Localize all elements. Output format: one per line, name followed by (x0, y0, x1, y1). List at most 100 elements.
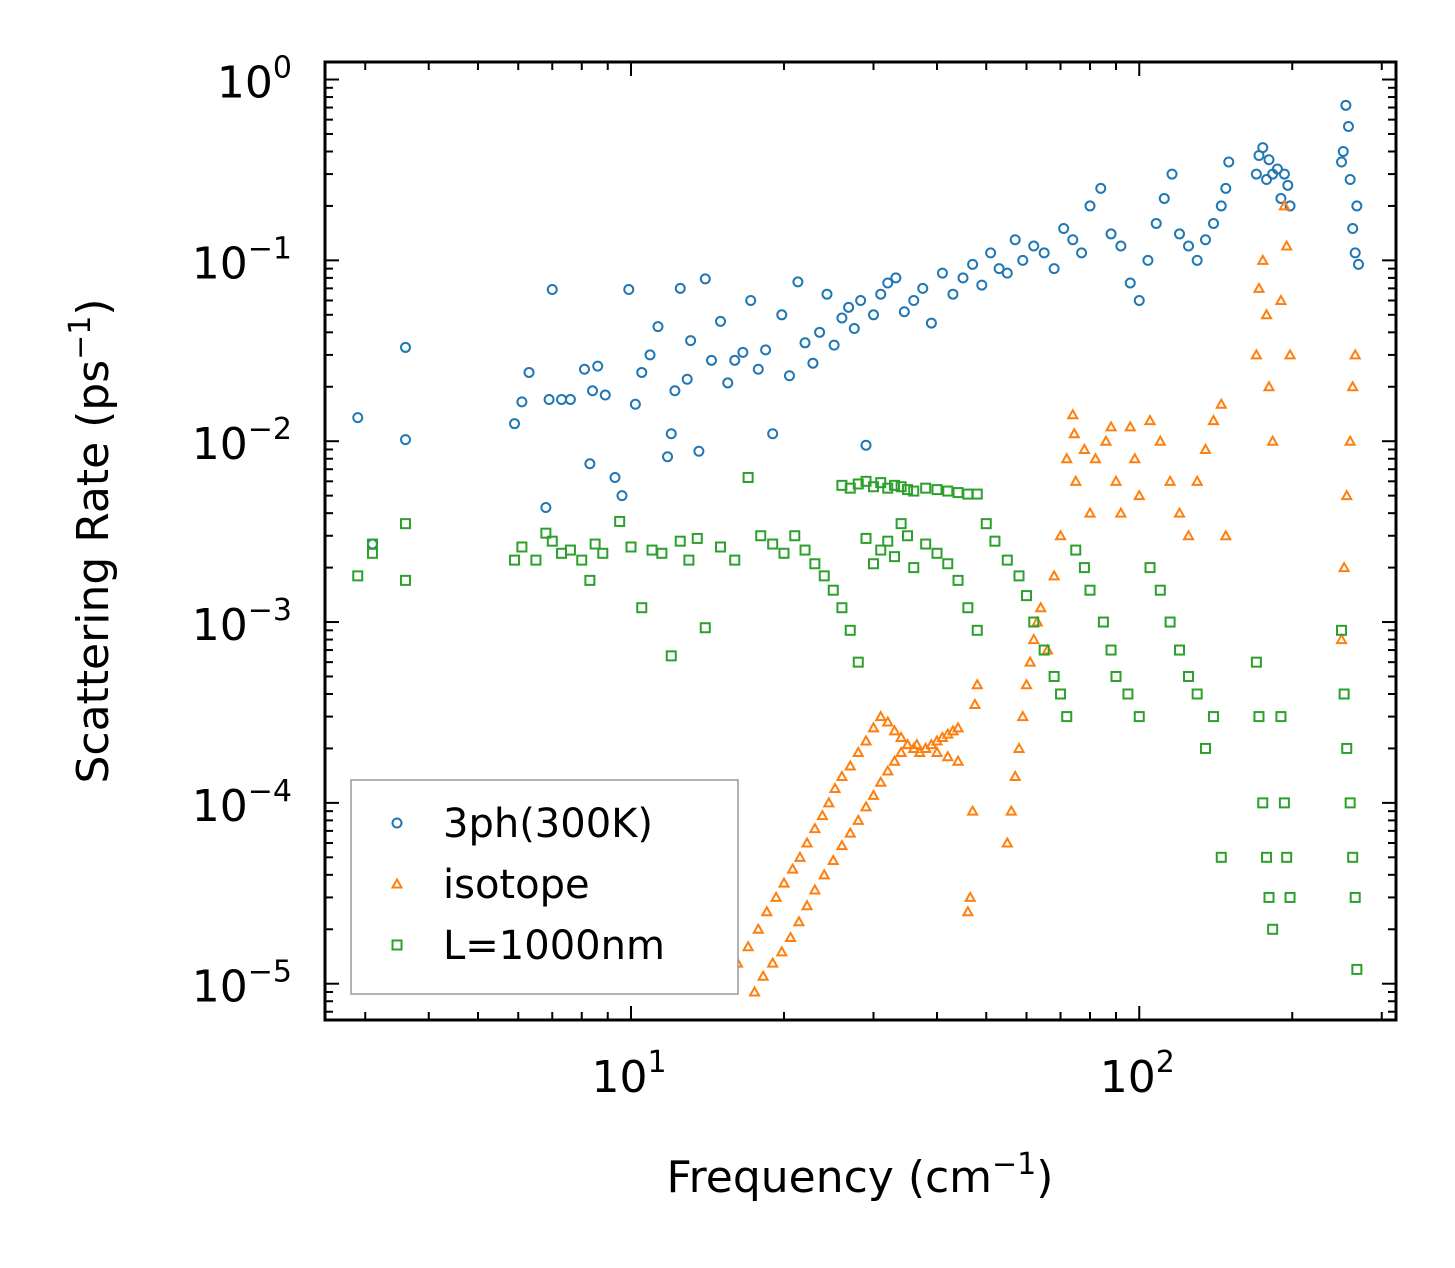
point-circle (636, 366, 648, 378)
point-triangle (1020, 678, 1033, 690)
point-triangle (1190, 474, 1204, 486)
point-circle (1347, 223, 1359, 235)
point-square (920, 482, 932, 494)
point-square (908, 485, 920, 497)
point-circle (705, 354, 717, 366)
point-triangle (1068, 427, 1081, 439)
point-circle (599, 389, 611, 401)
point-triangle (1256, 253, 1269, 265)
point-square (1199, 742, 1211, 754)
point-square (1084, 584, 1096, 596)
point-circle (1183, 240, 1195, 252)
point-circle (662, 451, 674, 463)
point-triangle (894, 730, 908, 742)
point-square (882, 482, 894, 494)
point-circle (1250, 168, 1262, 180)
point-square (729, 554, 741, 566)
point-triangle (1012, 741, 1026, 753)
point-square (852, 478, 864, 490)
point-triangle (835, 769, 849, 781)
point-triangle (844, 759, 857, 771)
point-square (399, 518, 411, 530)
legend-label-3ph: 3ph(300K) (443, 801, 653, 847)
point-square (827, 584, 839, 596)
point-circle (616, 490, 628, 502)
legend: 3ph(300K) isotope L=1000nm (350, 779, 739, 995)
point-triangle (1001, 836, 1014, 848)
point-square (809, 558, 821, 570)
point-square (818, 570, 830, 582)
point-triangle (1114, 506, 1128, 518)
point-triangle (1266, 434, 1279, 446)
point-square (882, 535, 894, 547)
point-triangle (1250, 348, 1263, 360)
y-axis-title: Scattering Rate (ps−1) (63, 298, 119, 783)
point-triangle (941, 750, 954, 762)
point-circle (693, 445, 705, 457)
point-square (1048, 670, 1060, 682)
point-triangle (1274, 293, 1288, 305)
point-circle (584, 458, 596, 470)
point-triangle (874, 775, 887, 787)
point-circle (1223, 156, 1235, 168)
point-triangle (1047, 569, 1061, 581)
point-square (530, 554, 542, 566)
point-square (942, 485, 954, 497)
point-square (799, 544, 811, 556)
point-triangle (1260, 308, 1273, 320)
point-circle (947, 288, 959, 300)
point-square (714, 541, 726, 553)
point-square (1110, 670, 1122, 682)
point-triangle (777, 876, 791, 888)
point-triangle (1089, 452, 1102, 464)
point-circle (1342, 120, 1354, 132)
point-square (989, 535, 1001, 547)
point-circle (665, 428, 677, 440)
point-square (767, 538, 779, 550)
point-circle (1150, 217, 1162, 229)
point-square (1344, 797, 1356, 809)
point-triangle (1343, 434, 1357, 446)
point-triangle (800, 899, 814, 911)
point-triangle (968, 697, 982, 709)
point-square (564, 544, 576, 556)
point-triangle (844, 826, 857, 838)
point-triangle (1337, 561, 1351, 573)
point-circle (1337, 145, 1349, 157)
point-circle (875, 288, 887, 300)
point-circle (1009, 234, 1021, 246)
point-triangle (859, 800, 873, 812)
point-circle (714, 315, 726, 327)
point-square (1055, 688, 1067, 700)
point-square (1284, 891, 1296, 903)
point-square (1261, 851, 1273, 863)
point-circle (908, 294, 920, 306)
point-square (895, 481, 907, 493)
point-circle (1058, 223, 1070, 235)
point-circle (828, 339, 840, 351)
point-triangle (874, 710, 887, 722)
point-triangle (827, 853, 840, 866)
point-circle (976, 279, 988, 291)
point-triangle (1348, 348, 1362, 360)
point-square (895, 518, 907, 530)
point-triangle (919, 741, 932, 753)
point-square (971, 488, 983, 500)
point-square (1341, 742, 1353, 754)
point-circle (1048, 263, 1060, 275)
point-circle (1351, 200, 1363, 212)
point-triangle (769, 890, 783, 902)
point-square (576, 554, 588, 566)
point-circle (1349, 247, 1361, 259)
point-square (789, 530, 801, 542)
point-triangle (961, 905, 975, 917)
point-triangle (1199, 442, 1212, 454)
point-square (1164, 616, 1176, 628)
point-square (1078, 562, 1090, 574)
point-circle (1344, 173, 1356, 185)
point-triangle (808, 822, 822, 834)
point-square (908, 562, 920, 574)
point-square (902, 484, 914, 496)
point-triangle (828, 782, 842, 794)
